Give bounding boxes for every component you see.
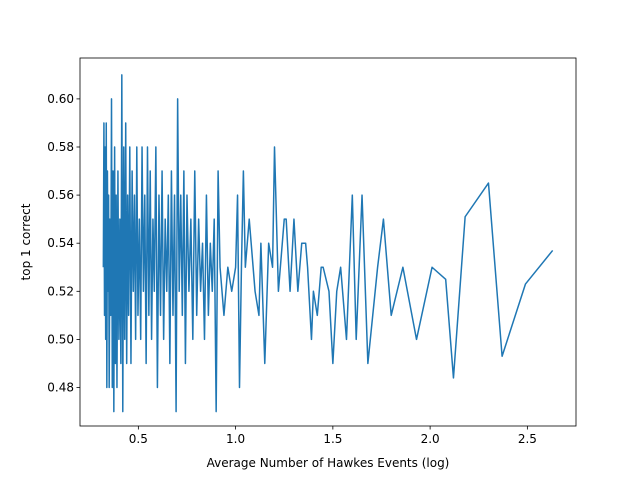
y-tick-label: 0.50 — [47, 332, 74, 346]
x-tick-label: 2.5 — [518, 432, 537, 446]
y-tick-label: 0.58 — [47, 140, 74, 154]
y-tick-label: 0.60 — [47, 92, 74, 106]
y-tick-label: 0.48 — [47, 381, 74, 395]
data-line — [102, 74, 554, 413]
y-tick-label: 0.52 — [47, 284, 74, 298]
x-tick-label: 0.5 — [129, 432, 148, 446]
x-tick-label: 1.0 — [226, 432, 245, 446]
x-tick-label: 2.0 — [421, 432, 440, 446]
x-tick-label: 1.5 — [323, 432, 342, 446]
x-axis-label: Average Number of Hawkes Events (log) — [207, 456, 450, 470]
y-axis-label: top 1 correct — [19, 203, 33, 280]
plot-frame — [79, 57, 577, 427]
y-tick-label: 0.54 — [47, 236, 74, 250]
y-tick-label: 0.56 — [47, 188, 74, 202]
